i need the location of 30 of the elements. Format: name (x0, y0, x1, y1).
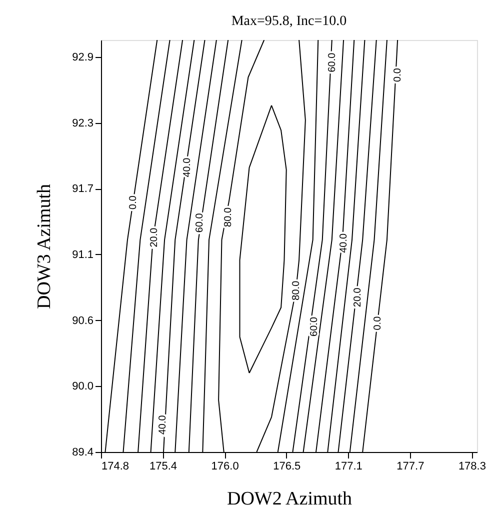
x-tick-label: 177.7 (396, 460, 424, 472)
y-tick-label: 90.0 (72, 380, 94, 393)
y-tick-label: 92.9 (72, 51, 94, 64)
annotation: 40.0 (157, 414, 168, 435)
annotation: 20.0 (148, 227, 160, 248)
annotation: 60.0 (308, 316, 320, 336)
x-axis-title: DOW2 Azimuth (226, 488, 353, 510)
annotation: 0.0 (372, 316, 384, 330)
x-tick-label: 176.5 (273, 460, 301, 472)
chart-title: Max=95.8, Inc=10.0 (231, 14, 347, 29)
x-tick-label: 175.4 (150, 460, 178, 472)
annotation: 40.0 (338, 233, 350, 253)
y-tick-label: 91.7 (72, 183, 94, 196)
y-tick-label: 89.4 (72, 446, 94, 458)
annotation: 0.0 (128, 195, 139, 210)
annotation: 0.0 (392, 68, 404, 82)
annotation: 20.0 (352, 287, 364, 308)
x-tick-label: 177.1 (334, 460, 362, 472)
x-tick-label: 176.0 (211, 460, 239, 472)
x-tick-label: 178.3 (458, 460, 486, 472)
y-axis-title: DOW3 Azimuth (34, 183, 56, 310)
annotation: 80.0 (223, 207, 234, 227)
x-tick-label: 174.8 (102, 460, 130, 472)
annotation: 60.0 (194, 212, 206, 233)
annotation: 40.0 (182, 157, 193, 178)
annotation: 60.0 (326, 52, 338, 72)
y-tick-label: 90.6 (72, 314, 94, 327)
y-tick-label: 92.3 (72, 117, 94, 130)
y-tick-label: 91.1 (72, 248, 94, 261)
annotation: 80.0 (290, 280, 302, 300)
